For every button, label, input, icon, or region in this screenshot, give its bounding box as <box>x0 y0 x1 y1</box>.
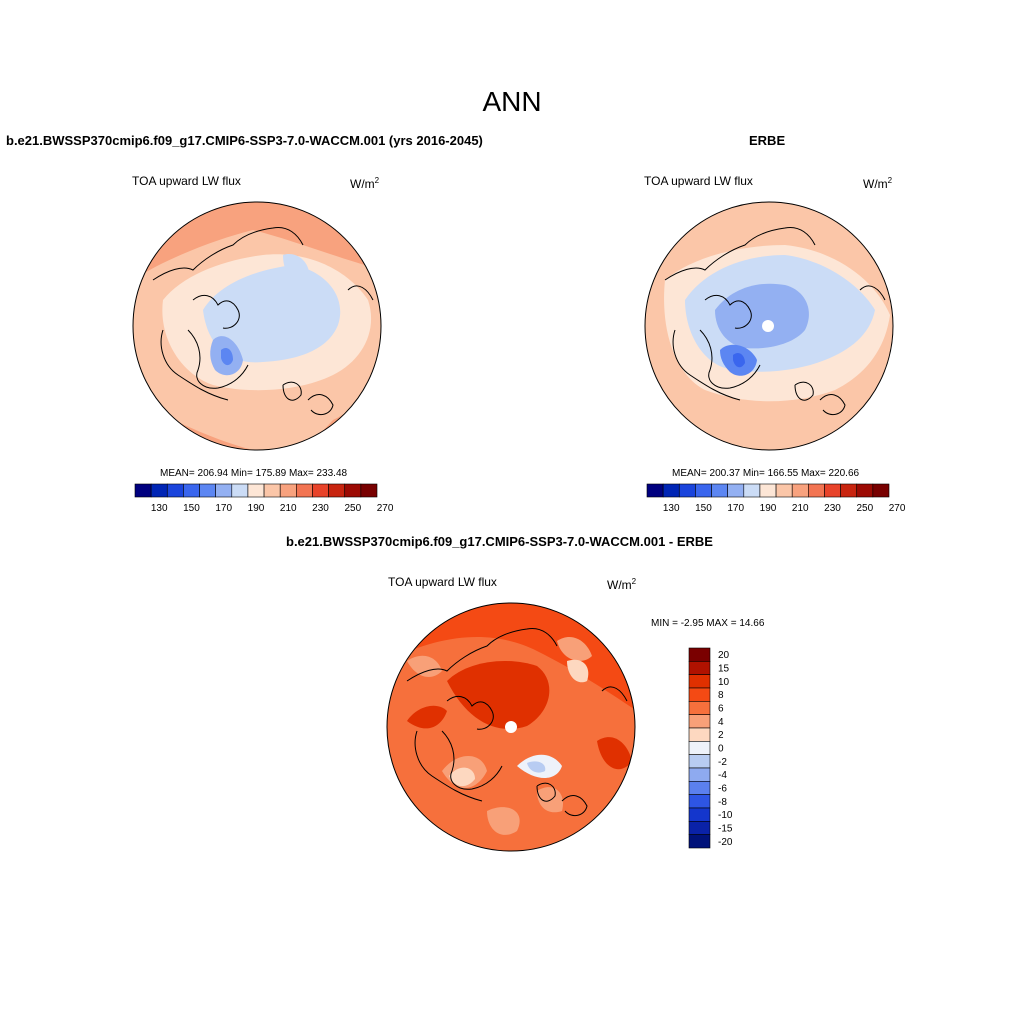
diff-panel-title: b.e21.BWSSP370cmip6.f09_g17.CMIP6-SSP3-7… <box>286 534 713 549</box>
obs-colorbar-cell <box>662 483 680 498</box>
model-colorbar-cell <box>279 483 297 498</box>
model-colorbar-cell <box>247 483 265 498</box>
model-colorbar-cell <box>199 483 216 498</box>
obs-colorbar-cell <box>775 483 793 498</box>
diff-colorbar-label: 6 <box>718 704 724 715</box>
obs-colorbar-cell <box>711 483 728 498</box>
diff-colorbar-label: -20 <box>718 837 733 848</box>
model-colorbar-cell <box>360 483 378 498</box>
diff-colorbar-cell <box>688 754 711 769</box>
diff-colorbar-label: 20 <box>718 650 730 661</box>
model-colorbar-cell <box>215 483 233 498</box>
model-colorbar-tick-label: 170 <box>215 503 232 514</box>
model-colorbar-cell <box>231 483 249 498</box>
obs-colorbar-tick-label: 210 <box>792 503 809 514</box>
model-colorbar: 130 150 170 190 210 230 250 270 <box>134 483 394 514</box>
obs-colorbar: 130 150 170 190 210 230 250 270 <box>646 483 906 514</box>
model-stats: MEAN= 206.94 Min= 175.89 Max= 233.48 <box>160 468 348 479</box>
obs-colorbar-cell <box>872 483 890 498</box>
diff-polar-map <box>386 602 636 852</box>
obs-colorbar-cell <box>743 483 761 498</box>
model-colorbar-cell <box>183 483 200 498</box>
obs-colorbar-cell <box>856 483 874 498</box>
obs-stats: MEAN= 200.37 Min= 166.55 Max= 220.66 <box>672 468 860 479</box>
model-panel-title: b.e21.BWSSP370cmip6.f09_g17.CMIP6-SSP3-7… <box>6 133 483 148</box>
obs-colorbar-cell <box>759 483 777 498</box>
obs-colorbar-tick-label: 230 <box>824 503 841 514</box>
obs-colorbar-cell <box>695 483 712 498</box>
obs-colorbar-tick-label: 270 <box>889 503 906 514</box>
obs-colorbar-cell <box>646 483 664 498</box>
model-colorbar-tick-label: 130 <box>151 503 168 514</box>
model-colorbar-cell <box>166 483 184 498</box>
diff-units: W/m2 <box>607 577 637 592</box>
obs-colorbar-cell <box>791 483 809 498</box>
diff-colorbar-cell <box>688 727 711 742</box>
model-colorbar-cell <box>344 483 362 498</box>
diff-colorbar-label: 15 <box>718 664 730 675</box>
diff-variable-label: TOA upward LW flux <box>388 575 497 589</box>
obs-colorbar-tick-label: 170 <box>727 503 744 514</box>
obs-variable-label: TOA upward LW flux <box>644 174 753 188</box>
diff-colorbar-cell <box>688 821 711 835</box>
diff-colorbar-cell <box>688 834 711 849</box>
diff-colorbar-label: -2 <box>718 757 727 768</box>
main-title: ANN <box>482 86 542 117</box>
diff-colorbar-cell <box>688 647 711 662</box>
model-colorbar-cell <box>328 483 346 498</box>
diff-colorbar-cell <box>688 714 711 729</box>
obs-colorbar-tick-label: 250 <box>856 503 873 514</box>
diff-colorbar-cell <box>688 687 711 702</box>
obs-panel-title: ERBE <box>749 133 786 148</box>
diff-colorbar-cell <box>688 794 711 809</box>
obs-colorbar-cell <box>727 483 745 498</box>
diff-colorbar-cell <box>688 661 711 675</box>
model-colorbar-tick-label: 210 <box>280 503 297 514</box>
diff-colorbar-label: -10 <box>718 810 733 821</box>
diff-colorbar-cell <box>688 767 711 782</box>
obs-colorbar-cell <box>840 483 858 498</box>
diff-colorbar-cell <box>688 781 711 795</box>
diff-colorbar-label: -4 <box>718 770 727 781</box>
diff-colorbar-label: -8 <box>718 797 727 808</box>
obs-colorbar-cell <box>678 483 696 498</box>
obs-polar-map <box>644 201 894 451</box>
obs-colorbar-cell <box>808 483 825 498</box>
obs-units: W/m2 <box>863 176 893 191</box>
obs-colorbar-tick-label: 190 <box>760 503 777 514</box>
diff-stats: MIN = -2.95 MAX = 14.66 <box>651 618 765 629</box>
diff-colorbar-cell <box>688 807 711 822</box>
diff-colorbar-label: -15 <box>718 824 733 835</box>
obs-colorbar-tick-label: 130 <box>663 503 680 514</box>
model-colorbar-cell <box>263 483 281 498</box>
model-variable-label: TOA upward LW flux <box>132 174 241 188</box>
diff-colorbar-label: 2 <box>718 730 724 741</box>
diff-colorbar-label: 4 <box>718 717 724 728</box>
model-colorbar-cell <box>150 483 168 498</box>
diff-colorbar-label: -6 <box>718 784 727 795</box>
model-colorbar-cell <box>296 483 313 498</box>
model-colorbar-tick-label: 190 <box>248 503 265 514</box>
model-colorbar-tick-label: 250 <box>344 503 361 514</box>
model-units: W/m2 <box>350 176 380 191</box>
diff-colorbar-label: 8 <box>718 690 724 701</box>
diff-colorbar-cell <box>688 674 711 689</box>
model-colorbar-tick-label: 270 <box>377 503 394 514</box>
model-colorbar-tick-label: 230 <box>312 503 329 514</box>
model-colorbar-cell <box>134 483 152 498</box>
obs-colorbar-cell <box>824 483 841 498</box>
model-polar-map <box>132 201 382 451</box>
diff-colorbar-cell <box>688 741 711 755</box>
diff-colorbar-cell <box>688 701 711 715</box>
model-colorbar-tick-label: 150 <box>183 503 200 514</box>
obs-colorbar-tick-label: 150 <box>695 503 712 514</box>
diff-colorbar-label: 10 <box>718 677 730 688</box>
diff-colorbar-label: 0 <box>718 744 724 755</box>
model-colorbar-cell <box>312 483 329 498</box>
